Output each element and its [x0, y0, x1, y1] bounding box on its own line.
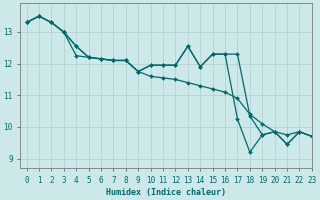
X-axis label: Humidex (Indice chaleur): Humidex (Indice chaleur)	[106, 188, 226, 197]
